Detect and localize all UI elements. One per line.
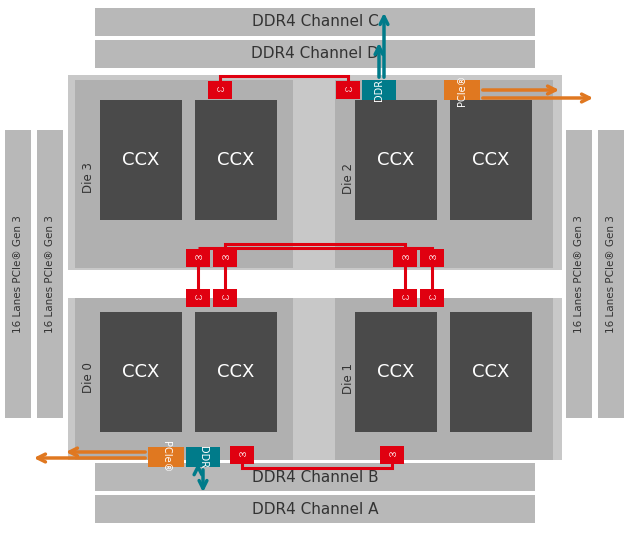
Bar [75,80,293,268]
Bar [566,130,592,418]
Bar [95,8,535,36]
Text: ∞: ∞ [193,293,203,303]
Text: CCX: CCX [472,363,510,381]
Text: DDR: DDR [374,79,384,101]
Bar [148,447,184,467]
Bar [213,289,237,307]
Text: CCX: CCX [122,151,159,169]
Bar [68,270,562,298]
Text: CCX: CCX [217,151,255,169]
Bar [230,446,254,464]
Bar [195,100,277,220]
Text: DDR4 Channel C: DDR4 Channel C [251,15,379,30]
Text: ∞: ∞ [215,85,225,95]
Text: 16 Lanes PCIe® Gen 3: 16 Lanes PCIe® Gen 3 [45,215,55,333]
Text: ∞: ∞ [401,293,410,303]
Text: CCX: CCX [377,151,415,169]
Bar [355,312,437,432]
Bar [75,298,293,460]
Text: ∞: ∞ [387,450,397,460]
Bar [195,312,277,432]
Text: DDR4 Channel D: DDR4 Channel D [251,46,379,61]
Text: ∞: ∞ [401,253,410,263]
Bar [598,130,624,418]
Text: 16 Lanes PCIe® Gen 3: 16 Lanes PCIe® Gen 3 [574,215,584,333]
Text: Die 1: Die 1 [341,363,355,393]
Text: Die 0: Die 0 [81,363,94,393]
Bar [335,80,553,268]
Text: DDR4 Channel A: DDR4 Channel A [252,502,378,516]
Text: Die 3: Die 3 [81,162,94,194]
Bar [95,463,535,491]
Text: ∞: ∞ [220,253,229,263]
Bar [68,75,562,460]
Text: DDR4 Channel B: DDR4 Channel B [252,469,378,485]
Bar [444,80,480,100]
Bar [100,100,182,220]
Bar [100,312,182,432]
Bar [5,130,31,418]
Text: 16 Lanes PCIe® Gen 3: 16 Lanes PCIe® Gen 3 [606,215,616,333]
Bar [393,249,417,267]
Bar [380,446,404,464]
Bar [450,100,532,220]
Bar [208,81,232,99]
Bar [450,312,532,432]
Text: ∞: ∞ [343,85,353,95]
Bar [393,289,417,307]
Text: ∞: ∞ [238,450,246,460]
Text: CCX: CCX [217,363,255,381]
Bar [95,495,535,523]
Bar [186,249,210,267]
Bar [186,289,210,307]
Text: ∞: ∞ [427,253,437,263]
Text: ∞: ∞ [193,253,203,263]
Bar [420,249,444,267]
Text: CCX: CCX [472,151,510,169]
Text: Die 2: Die 2 [341,162,355,194]
Text: PCIe®: PCIe® [161,441,171,473]
Text: ∞: ∞ [427,293,437,303]
Bar [420,289,444,307]
Bar [336,81,360,99]
Text: CCX: CCX [377,363,415,381]
Bar [95,40,535,68]
Bar [186,447,220,467]
Bar [37,130,63,418]
Text: DDR: DDR [198,446,208,468]
Text: PCIe®: PCIe® [457,74,467,106]
Bar [355,100,437,220]
Bar [213,249,237,267]
Text: ∞: ∞ [220,293,229,303]
Text: CCX: CCX [122,363,159,381]
Text: 16 Lanes PCIe® Gen 3: 16 Lanes PCIe® Gen 3 [13,215,23,333]
Bar [335,298,553,460]
Bar [362,80,396,100]
